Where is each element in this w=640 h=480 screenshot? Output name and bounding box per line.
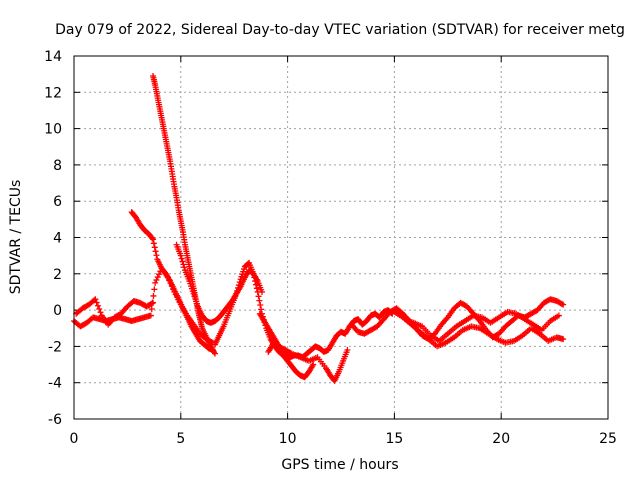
data-point bbox=[97, 309, 104, 316]
data-point bbox=[235, 284, 242, 291]
y-tick-label: 6 bbox=[53, 194, 62, 210]
y-tick-label: 10 bbox=[44, 122, 62, 138]
data-point bbox=[234, 287, 241, 294]
y-tick-label: 0 bbox=[53, 303, 62, 319]
y-tick-label: 14 bbox=[44, 49, 62, 65]
y-tick-label: -2 bbox=[48, 339, 62, 355]
data-point bbox=[179, 258, 186, 265]
data-point bbox=[252, 281, 259, 288]
data-point bbox=[253, 285, 260, 292]
y-tick-label: 4 bbox=[53, 231, 62, 247]
data-point bbox=[555, 312, 562, 319]
y-tick-label: 12 bbox=[44, 85, 62, 101]
data-point bbox=[96, 306, 103, 313]
y-tick-label: 2 bbox=[53, 267, 62, 283]
series-arc-3 bbox=[128, 209, 216, 354]
series-arc-2 bbox=[73, 296, 157, 328]
data-point bbox=[255, 293, 262, 300]
x-tick-label: 15 bbox=[385, 431, 403, 447]
x-tick-label: 0 bbox=[70, 431, 79, 447]
y-axis-label: SDTVAR / TECUs bbox=[8, 180, 24, 295]
data-point bbox=[257, 302, 264, 309]
data-point bbox=[251, 274, 258, 281]
data-point bbox=[150, 236, 157, 243]
data-point bbox=[211, 350, 218, 357]
data-point bbox=[560, 336, 567, 343]
data-point bbox=[151, 286, 158, 293]
data-point bbox=[150, 299, 157, 306]
data-points bbox=[71, 72, 567, 384]
x-tick-label: 20 bbox=[492, 431, 510, 447]
data-point bbox=[254, 288, 261, 295]
data-point bbox=[250, 270, 257, 277]
data-point bbox=[150, 240, 157, 247]
series-arc-11 bbox=[402, 308, 562, 344]
x-tick-label: 10 bbox=[279, 431, 297, 447]
data-point bbox=[92, 296, 99, 303]
data-point bbox=[233, 290, 240, 297]
data-point bbox=[156, 271, 163, 278]
data-point bbox=[236, 279, 243, 286]
data-point bbox=[181, 264, 188, 271]
data-point bbox=[152, 279, 159, 286]
data-point bbox=[560, 301, 567, 308]
series-arc-8 bbox=[265, 341, 351, 384]
data-point bbox=[151, 244, 158, 251]
data-point bbox=[148, 300, 155, 307]
data-point bbox=[310, 361, 317, 368]
axis-ticks bbox=[73, 55, 609, 420]
x-tick-labels: 0 5 10 15 20 25 bbox=[70, 431, 617, 447]
data-point bbox=[93, 299, 100, 306]
data-point bbox=[178, 255, 185, 262]
plot-frame bbox=[73, 55, 609, 420]
y-tick-labels: -6 -4 -2 0 2 4 6 8 10 12 14 bbox=[44, 49, 62, 428]
grid bbox=[74, 56, 608, 419]
data-point bbox=[252, 278, 259, 285]
data-point bbox=[154, 274, 161, 281]
x-tick-label: 5 bbox=[176, 431, 185, 447]
data-point bbox=[152, 248, 159, 255]
data-point bbox=[148, 306, 155, 313]
x-tick-label: 25 bbox=[599, 431, 617, 447]
x-axis-label: GPS time / hours bbox=[281, 457, 398, 473]
y-tick-label: 8 bbox=[53, 158, 62, 174]
data-point bbox=[558, 300, 565, 307]
y-tick-label: -4 bbox=[48, 376, 62, 392]
y-tick-label: -6 bbox=[48, 412, 62, 428]
data-point bbox=[258, 306, 265, 313]
data-point bbox=[180, 261, 187, 268]
data-point bbox=[344, 347, 351, 354]
data-point bbox=[150, 292, 157, 299]
data-point bbox=[153, 276, 160, 283]
data-point bbox=[153, 252, 160, 259]
data-point bbox=[149, 235, 156, 242]
data-point bbox=[177, 252, 184, 259]
data-point bbox=[256, 297, 263, 304]
data-point bbox=[235, 282, 242, 289]
series-arc-4 bbox=[150, 72, 218, 357]
chart-title: Day 079 of 2022, Sidereal Day-to-day VTE… bbox=[55, 22, 625, 38]
data-point bbox=[147, 312, 154, 319]
data-point bbox=[94, 302, 101, 309]
